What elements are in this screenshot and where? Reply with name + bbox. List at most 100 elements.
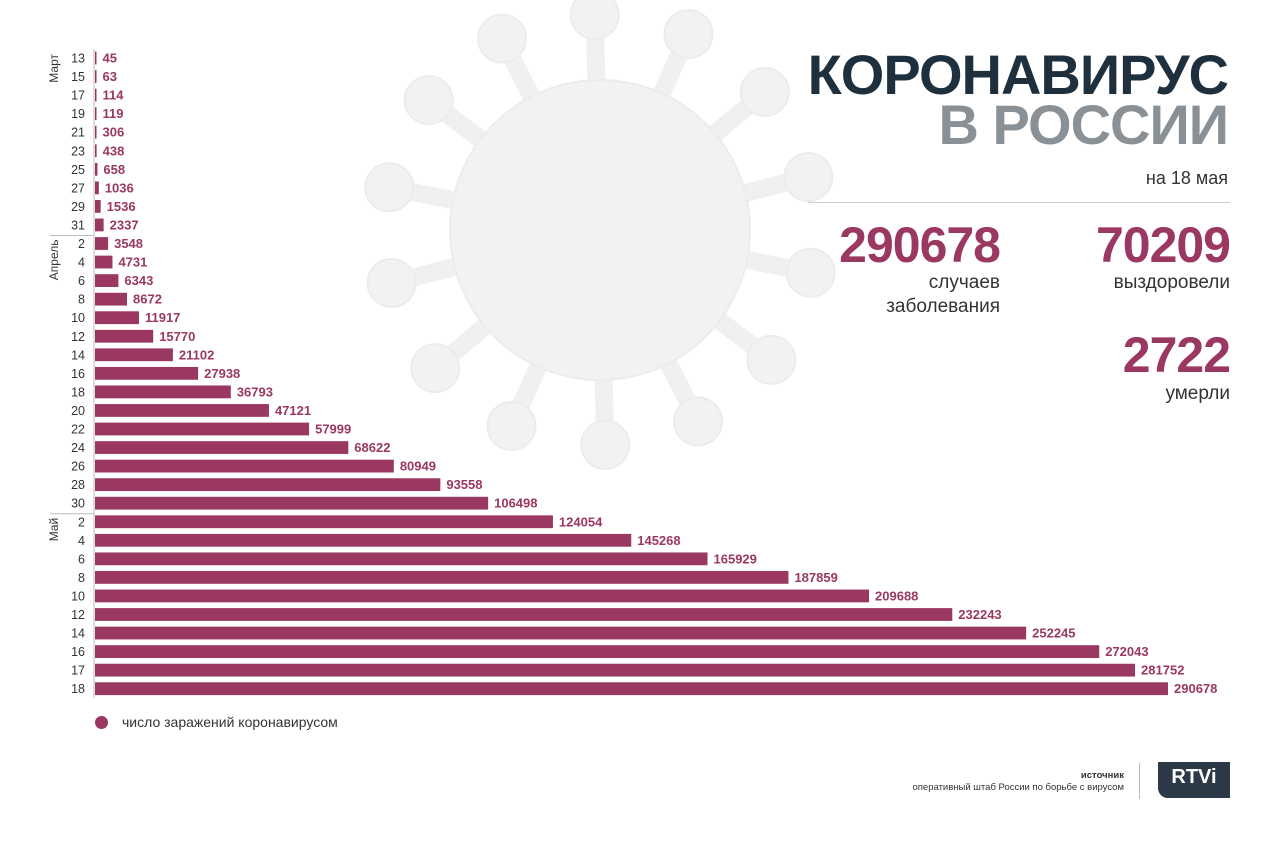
bar-value-label: 3548 — [114, 236, 143, 251]
bar — [95, 200, 101, 213]
cases-label-line-2: заболевания — [886, 296, 1000, 317]
day-tick-label: 24 — [71, 441, 85, 455]
bar-value-label: 1536 — [107, 199, 136, 214]
day-tick-label: 18 — [71, 682, 85, 696]
bar-value-label: 93558 — [446, 477, 482, 492]
bar-value-label: 114 — [103, 88, 125, 103]
deaths-value: 2722 — [1122, 327, 1231, 383]
recovered-label: выздоровели — [1113, 272, 1230, 293]
day-tick-label: 2 — [78, 237, 85, 251]
title-line-1: КОРОНАВИРУС — [807, 43, 1229, 106]
day-tick-label: 25 — [71, 163, 85, 177]
bar — [95, 125, 97, 139]
bar-value-label: 232243 — [958, 607, 1001, 622]
recovered-value: 70209 — [1095, 217, 1231, 273]
day-tick-label: 15 — [71, 70, 85, 84]
bar — [95, 107, 97, 121]
bar — [95, 237, 109, 250]
month-label: Май — [47, 518, 61, 542]
day-tick-label: 8 — [78, 293, 85, 307]
day-tick-label: 10 — [71, 589, 85, 603]
virus-background-icon — [364, 0, 836, 470]
bar — [95, 311, 139, 325]
bar-value-label: 63 — [103, 69, 117, 84]
cases-value: 290678 — [839, 217, 1001, 273]
bar — [95, 459, 394, 473]
day-tick-label: 27 — [71, 181, 85, 195]
date-label: на 18 мая — [1145, 168, 1228, 188]
bar — [95, 385, 231, 399]
bar — [95, 589, 870, 603]
bar-value-label: 281752 — [1141, 663, 1184, 678]
bar-value-label: 57999 — [315, 422, 351, 437]
bar — [95, 255, 113, 269]
bar-value-label: 306 — [103, 125, 125, 140]
bar — [95, 645, 1100, 658]
bar — [95, 292, 128, 306]
day-tick-label: 10 — [71, 311, 85, 325]
day-tick-label: 19 — [71, 107, 85, 121]
bar-value-label: 119 — [103, 106, 124, 121]
day-tick-label: 26 — [71, 460, 85, 474]
bar — [95, 441, 349, 454]
bar — [95, 88, 97, 102]
bar-value-label: 145268 — [637, 533, 680, 548]
source: источник оперативный штаб России по борь… — [913, 770, 1125, 794]
bar — [95, 422, 310, 436]
day-tick-label: 30 — [71, 497, 85, 511]
bar-value-label: 45 — [103, 51, 117, 66]
bar — [95, 608, 953, 621]
bar — [95, 663, 1136, 677]
bar-value-label: 6343 — [124, 273, 153, 288]
bar — [95, 626, 1027, 640]
day-tick-label: 14 — [71, 627, 85, 641]
bar — [95, 181, 99, 195]
day-tick-label: 2 — [78, 515, 85, 529]
day-tick-label: 17 — [71, 664, 85, 678]
day-tick-label: 4 — [78, 256, 85, 270]
bar — [95, 51, 97, 65]
legend-dot-icon — [95, 715, 108, 729]
bar-value-label: 165929 — [714, 551, 757, 566]
cases-bar-chart: 4513631511417119193062143823658251036271… — [47, 49, 1217, 698]
bar — [95, 274, 119, 287]
day-tick-label: 31 — [71, 218, 85, 232]
bar-value-label: 252245 — [1032, 626, 1075, 641]
bar-value-label: 438 — [103, 143, 125, 158]
bar-value-label: 106498 — [494, 496, 537, 511]
bar — [95, 478, 441, 492]
bar-value-label: 21102 — [179, 347, 214, 362]
bar — [95, 162, 98, 176]
bar-value-label: 209688 — [875, 588, 918, 603]
day-tick-label: 16 — [71, 645, 85, 659]
bar-value-label: 2337 — [110, 217, 139, 232]
bar-value-label: 290678 — [1174, 681, 1217, 696]
bar-value-label: 4731 — [118, 255, 147, 270]
cases-label-line-1: случаев — [928, 272, 1000, 293]
bar-value-label: 272043 — [1105, 644, 1148, 659]
source-text: оперативный штаб России по борьбе с виру… — [912, 782, 1125, 793]
legend: число заражений коронавирусом — [95, 714, 338, 730]
bar-value-label: 658 — [103, 162, 125, 177]
bar-value-label: 36793 — [237, 384, 273, 399]
bar-value-label: 15770 — [159, 329, 195, 344]
day-tick-label: 17 — [71, 89, 85, 103]
day-tick-label: 12 — [71, 330, 85, 344]
bar — [95, 682, 1168, 696]
bar-value-label: 187859 — [794, 570, 837, 585]
bar-value-label: 8672 — [133, 292, 162, 307]
day-tick-label: 13 — [71, 52, 85, 66]
cases-label: случаев заболевания — [800, 271, 1000, 319]
bar-value-label: 47121 — [275, 403, 311, 418]
bar — [95, 144, 97, 158]
day-tick-label: 22 — [71, 423, 85, 437]
day-tick-label: 4 — [78, 534, 85, 548]
bar — [95, 70, 97, 83]
deaths-label: умерли — [1165, 383, 1230, 404]
bar-value-label: 68622 — [354, 440, 390, 455]
bar — [95, 496, 489, 510]
day-tick-label: 6 — [78, 274, 85, 288]
day-tick-label: 16 — [71, 367, 85, 381]
bar — [95, 329, 154, 343]
bar — [95, 218, 104, 232]
